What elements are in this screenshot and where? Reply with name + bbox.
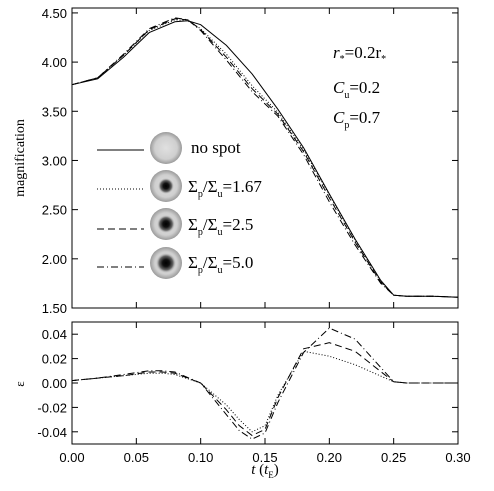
legend-label-5-0: Σp/Σu=5.0 <box>188 253 253 276</box>
x-tick-label: 0.30 <box>445 450 470 465</box>
x-label-t: t <box>251 462 256 478</box>
legend-entry-1-67: Σp/Σu=1.67 <box>97 170 262 202</box>
bottom-y-tick-label: 0.02 <box>42 352 67 367</box>
x-tick-label: 0.15 <box>252 450 277 465</box>
top-plot-frame <box>71 7 459 309</box>
top-y-tick-label: 1.50 <box>42 301 67 316</box>
series-line-dashdot <box>71 17 459 298</box>
x-label-close: ) <box>274 462 279 478</box>
legend-label-1-67: Σp/Σu=1.67 <box>188 177 262 200</box>
top-y-tick-label: 3.50 <box>42 104 67 119</box>
top-y-ticks: 1.50 2.00 2.50 3.00 3.50 4.00 4.50 <box>42 6 459 316</box>
param-cp: Cp=0.7 <box>333 108 381 131</box>
top-y-tick-label: 4.00 <box>42 55 67 70</box>
legend-entry-5-0: Σp/Σu=5.0 <box>97 247 253 279</box>
legend-label-2-5: Σp/Σu=2.5 <box>188 215 253 238</box>
x-label-open: ( <box>255 462 264 478</box>
legend-label-no-spot: no spot <box>191 138 241 157</box>
series-line-dotted <box>71 19 459 298</box>
bottom-y-tick-label: -0.02 <box>37 400 67 415</box>
legend: no spot Σp/Σu=1.67 Σp/Σu=2.5 Σp/Σ <box>97 132 262 279</box>
x-tick-label: 0.10 <box>188 450 213 465</box>
top-y-tick-label: 2.50 <box>42 203 67 218</box>
series-line-dashdot <box>71 327 458 440</box>
x-tick-label: 0.20 <box>317 450 342 465</box>
x-label-sub: E <box>268 470 274 480</box>
bottom-series-group <box>71 327 458 440</box>
x-tick-label: 0.25 <box>381 450 406 465</box>
series-line-dotted <box>71 350 458 433</box>
x-label-te: t <box>264 462 269 478</box>
x-axis-label: t (tE) <box>251 462 279 480</box>
bottom-y-tick-label: -0.04 <box>37 425 67 440</box>
bottom-y-tick-label: 0.00 <box>42 376 67 391</box>
x-tick-label: 0.00 <box>59 450 84 465</box>
top-y-tick-label: 2.00 <box>42 252 67 267</box>
bottom-ticks: -0.04 -0.02 0.00 0.02 0.04 0.00 0.05 0.10 0.15 0.… <box>37 322 471 465</box>
spot-icon <box>157 215 175 233</box>
spot-icon <box>158 178 174 194</box>
series-line-dashed <box>71 18 459 298</box>
series-line-dashed <box>71 342 458 437</box>
bottom-y-tick-label: 0.04 <box>42 327 67 342</box>
legend-entry-no-spot: no spot <box>97 132 241 164</box>
legend-entry-2-5: Σp/Σu=2.5 <box>97 208 253 240</box>
top-series-group <box>71 17 459 298</box>
bottom-y-axis-label: ε <box>12 381 27 387</box>
spot-icon <box>156 253 176 273</box>
star-disk-icon <box>150 132 182 164</box>
top-y-axis-label: magnification <box>13 119 28 197</box>
top-y-tick-label: 4.50 <box>42 6 67 21</box>
param-r: r*=0.2r* <box>333 43 386 65</box>
param-cu: Cu=0.2 <box>333 78 380 101</box>
x-tick-label: 0.05 <box>124 450 149 465</box>
series-line-solid <box>71 20 459 298</box>
parameter-annotations: r*=0.2r* Cu=0.2 Cp=0.7 <box>333 43 386 131</box>
top-y-tick-label: 3.00 <box>42 153 67 168</box>
bottom-plot-frame <box>71 321 459 445</box>
